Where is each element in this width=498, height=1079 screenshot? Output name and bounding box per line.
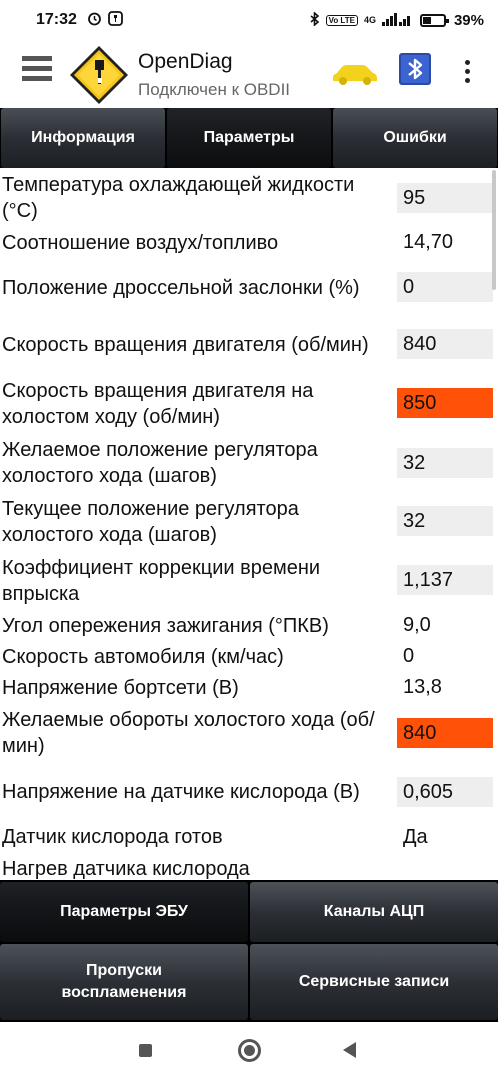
list-item[interactable]: Угол опережения зажигания (°ПКВ) 9,0 [0, 610, 498, 641]
back-icon[interactable] [343, 1042, 356, 1058]
parameter-value: 32 [397, 506, 493, 536]
parameter-value: 0 [403, 645, 415, 667]
tab-bar: Информация Параметры Ошибки [0, 108, 498, 168]
status-bar: 17:32 Vo LTE 4G 39% [0, 0, 498, 40]
parameter-list[interactable]: Температура охлаждающей жидкости (°C) 95… [0, 170, 498, 882]
list-item[interactable]: Датчик кислорода готов Да [0, 821, 498, 853]
connection-status: Подключен к OBDII [138, 80, 291, 99]
parameter-value: 32 [397, 448, 493, 478]
parameter-label: Датчик кислорода готов [2, 826, 223, 848]
parameter-label: Скорость вращения двигателя (об/мин) [2, 333, 369, 356]
parameter-value [397, 854, 493, 882]
tab-information[interactable]: Информация [1, 108, 165, 168]
menu-icon[interactable] [22, 56, 52, 86]
list-item[interactable]: Напряжение бортсети (В) 13,8 [0, 672, 498, 703]
signal-icon [381, 12, 414, 29]
adc-channels-button[interactable]: Каналы АЦП [250, 882, 498, 942]
list-item[interactable]: Желаемое положение регулятора холостого … [0, 434, 498, 492]
parameter-value: 95 [397, 183, 493, 213]
parameter-value: 0,605 [397, 777, 493, 807]
bluetooth-status-icon [310, 10, 320, 29]
network-type: 4G [363, 15, 376, 25]
parameter-label: Напряжение на датчике кислорода (В) [2, 781, 360, 803]
parameter-label: Скорость вращения двигателя на холостом … [2, 379, 314, 428]
parameter-label: Напряжение бортсети (В) [2, 676, 239, 699]
parameter-label: Желаемое положение регулятора холостого … [2, 439, 318, 487]
scrollbar[interactable] [492, 170, 496, 290]
service-records-button[interactable]: Сервисные записи [250, 944, 498, 1020]
list-item[interactable]: Желаемые обороты холостого хода (об/мин)… [0, 703, 498, 763]
parameter-label: Скорость автомобиля (км/час) [2, 645, 284, 668]
status-time: 17:32 [36, 11, 77, 28]
app-title: OpenDiag [138, 50, 233, 73]
parameter-value: 1,137 [397, 565, 493, 595]
bluetooth-icon[interactable] [398, 52, 432, 86]
more-options-icon[interactable] [462, 60, 472, 86]
tab-errors[interactable]: Ошибки [333, 108, 497, 168]
parameter-label: Коэффициент коррекции времени впрыска [2, 556, 321, 605]
parameter-label: Текущее положение регулятора холостого х… [2, 497, 299, 546]
parameter-label: Угол опережения зажигания (°ПКВ) [2, 614, 329, 637]
parameter-value-alert: 840 [397, 718, 493, 748]
bottom-button-panel: Параметры ЭБУ Каналы АЦП Пропуски воспла… [0, 880, 498, 1022]
tab-parameters[interactable]: Параметры [167, 108, 331, 168]
volte-badge: Vo LTE [325, 14, 358, 26]
list-item[interactable]: Нагрев датчика кислорода [0, 853, 498, 882]
parameter-value: 13,8 [403, 676, 442, 698]
car-icon[interactable] [332, 60, 378, 86]
parameter-value: 14,70 [403, 231, 454, 253]
list-item[interactable]: Соотношение воздух/топливо 14,70 [0, 226, 498, 259]
parameter-label: Нагрев датчика кислорода [2, 858, 250, 880]
misfires-button[interactable]: Пропуски воспламенения [0, 944, 248, 1020]
parameter-value-alert: 850 [397, 388, 493, 418]
list-item[interactable]: Напряжение на датчике кислорода (В) 0,60… [0, 763, 498, 821]
list-item[interactable]: Положение дроссельной заслонки (%) 0 [0, 259, 498, 316]
parameter-value: 9,0 [403, 614, 431, 636]
parameter-value: Да [403, 826, 428, 848]
list-item[interactable]: Коэффициент коррекции времени впрыска 1,… [0, 551, 498, 610]
list-item[interactable]: Температура охлаждающей жидкости (°C) 95 [0, 170, 498, 226]
parameter-value: 840 [397, 329, 493, 359]
opendiag-notification-icon [108, 11, 123, 29]
parameter-value: 0 [397, 272, 493, 302]
opendiag-logo [68, 44, 130, 106]
list-item[interactable]: Текущее положение регулятора холостого х… [0, 492, 498, 551]
ecu-params-button[interactable]: Параметры ЭБУ [0, 882, 248, 942]
alarm-icon [87, 11, 102, 29]
system-nav-bar [0, 1022, 498, 1079]
battery-level: 39% [453, 11, 484, 29]
list-item[interactable]: Скорость вращения двигателя на холостом … [0, 373, 498, 434]
list-item[interactable]: Скорость автомобиля (км/час) 0 [0, 641, 498, 672]
battery-icon [419, 13, 449, 27]
list-item[interactable]: Скорость вращения двигателя (об/мин) 840 [0, 316, 498, 373]
recents-icon[interactable] [139, 1044, 152, 1057]
home-icon[interactable] [238, 1039, 261, 1062]
parameter-label: Температура охлаждающей жидкости (°C) [2, 174, 355, 222]
app-bar: OpenDiag Подключен к OBDII [0, 40, 498, 108]
parameter-label: Положение дроссельной заслонки (%) [2, 276, 360, 299]
parameter-label: Соотношение воздух/топливо [2, 231, 279, 254]
parameter-label: Желаемые обороты холостого хода (об/мин) [2, 709, 375, 757]
